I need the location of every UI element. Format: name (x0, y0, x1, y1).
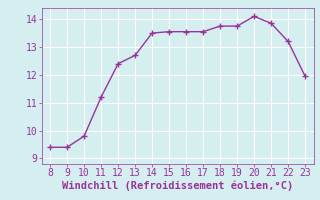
X-axis label: Windchill (Refroidissement éolien,°C): Windchill (Refroidissement éolien,°C) (62, 181, 293, 191)
